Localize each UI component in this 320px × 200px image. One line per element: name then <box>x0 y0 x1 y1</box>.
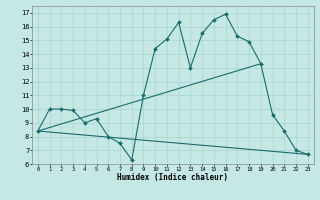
X-axis label: Humidex (Indice chaleur): Humidex (Indice chaleur) <box>117 173 228 182</box>
